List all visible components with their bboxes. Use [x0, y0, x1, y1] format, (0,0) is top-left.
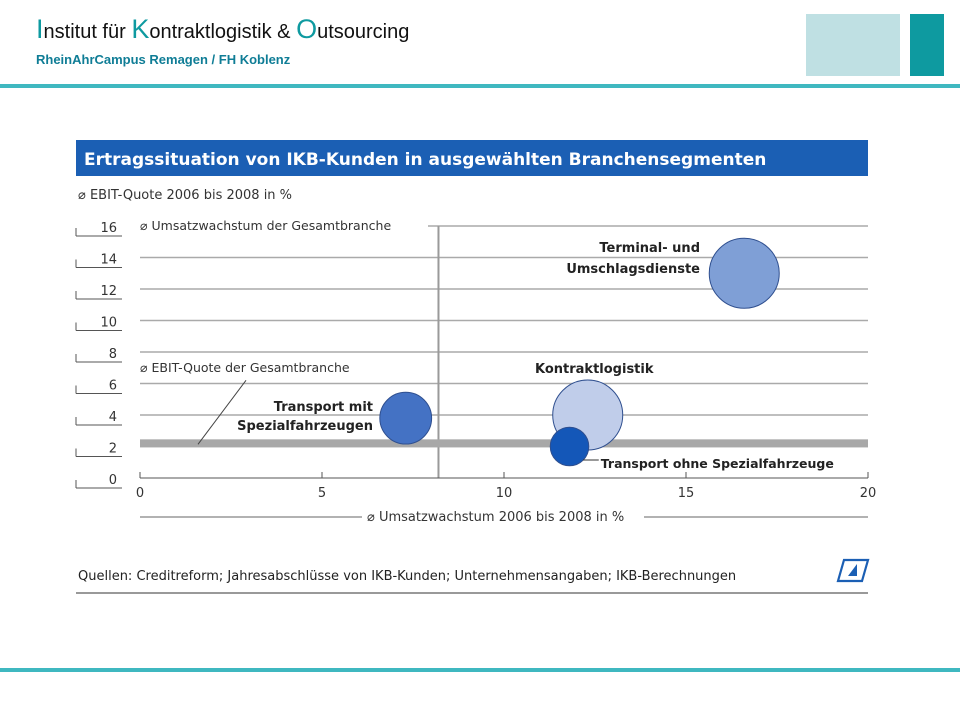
reference-label-y: ⌀ EBIT-Quote der Gesamtbranche [140, 360, 350, 375]
y-tick-label-12: 12 [100, 284, 117, 299]
bubble-3 [379, 391, 433, 445]
title-cap-1: I [36, 14, 44, 44]
source-text: Quellen: Creditreform; Jahresabschlüsse … [78, 569, 736, 584]
title-rest-2: ontraktlogistik & [149, 21, 297, 43]
x-axis-title-bg [362, 508, 644, 526]
institute-subtitle: RheinAhrCampus Remagen / FH Koblenz [36, 52, 291, 67]
y-axis-title: ⌀ EBIT-Quote 2006 bis 2008 in % [78, 188, 292, 203]
bubble-label-2: Kontraktlogistik [535, 362, 654, 377]
bubble-label-1-line-2: Umschlagsdienste [566, 262, 700, 277]
title-cap-3: O [296, 14, 318, 44]
footer-rule [0, 668, 960, 672]
ikb-logo-icon [836, 558, 870, 583]
reference-leader-y [197, 380, 247, 445]
bubble-1 [708, 237, 780, 309]
title-cap-2: K [131, 14, 150, 44]
chart-title: Ertragssituation von IKB-Kunden in ausge… [84, 150, 766, 170]
y-tick-label-16: 16 [100, 221, 117, 236]
bubble-label-4: Transport ohne Spezialfahrzeuge [601, 456, 834, 471]
institute-title: Institut für Kontraktlogistik & Outsourc… [36, 14, 409, 45]
y-tick-label-2: 2 [109, 442, 117, 457]
title-rest-1: nstitut für [43, 21, 132, 43]
title-rest-3: utsourcing [317, 21, 410, 43]
y-tick-label-14: 14 [100, 253, 117, 268]
reference-label-x: ⌀ Umsatzwachstum der Gesamtbranche [140, 218, 391, 233]
reference-label-bg-y [136, 358, 378, 377]
y-tick-label-10: 10 [100, 316, 117, 331]
y-tick-label-4: 4 [109, 410, 117, 425]
reference-band-y [140, 439, 868, 448]
y-tick-label-6: 6 [109, 379, 117, 394]
x-tick-label-10: 10 [496, 486, 513, 501]
bubble-label-3-line-2: Spezialfahrzeugen [237, 419, 373, 434]
x-tick-label-20: 20 [860, 486, 877, 501]
x-tick-label-5: 5 [318, 486, 326, 501]
bubble-label-3-line-1: Transport mit [274, 400, 373, 415]
x-tick-label-0: 0 [136, 486, 144, 501]
x-tick-label-15: 15 [678, 486, 695, 501]
logo-bar [910, 14, 944, 76]
chart-title-bar [76, 140, 868, 176]
header-rule [0, 84, 960, 88]
logo-square [806, 14, 900, 76]
reference-label-bg-x [136, 217, 428, 235]
y-tick-label-0: 0 [109, 473, 117, 488]
y-tick-label-8: 8 [109, 347, 117, 362]
bubble-label-1-line-1: Terminal- und [599, 241, 700, 256]
plot-area: 0 2 4 6 8 10 12 14 16 ⌀ Umsatzwachstum der Gesamt… [75, 217, 877, 526]
x-axis-title: ⌀ Umsatzwachstum 2006 bis 2008 in % [367, 510, 624, 525]
bubble-4 [549, 426, 590, 467]
